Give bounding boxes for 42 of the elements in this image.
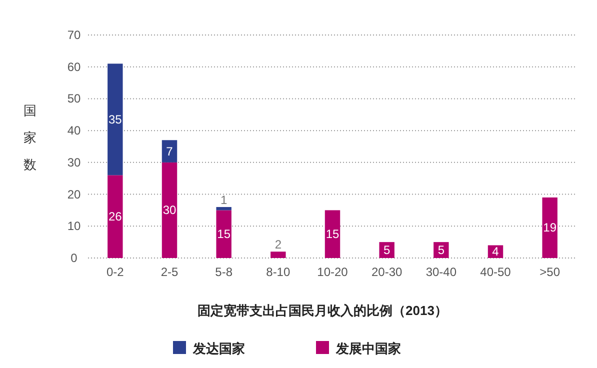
data-label: 15 xyxy=(326,227,340,242)
data-label: 5 xyxy=(383,243,390,258)
bar xyxy=(324,210,340,258)
data-label: 19 xyxy=(543,220,557,235)
bar xyxy=(216,210,232,258)
data-label: 7 xyxy=(166,144,174,158)
x-tick-label: 5-8 xyxy=(215,265,233,279)
x-tick-label: 30-40 xyxy=(426,265,457,279)
x-axis-title: 固定宽带支出占国民月收入的比例（2013） xyxy=(198,303,448,318)
x-tick-label: 40-50 xyxy=(480,265,512,279)
data-label: 4 xyxy=(492,244,500,259)
x-tick-label: 20-30 xyxy=(371,265,402,279)
y-tick-label: 0 xyxy=(70,251,78,265)
bar xyxy=(216,207,232,210)
bar xyxy=(108,64,123,176)
y-axis-title: 国家数 xyxy=(24,103,36,172)
x-tick-label: 8-10 xyxy=(266,265,290,279)
bar xyxy=(162,140,178,162)
legend-label: 发达国家 xyxy=(192,341,245,356)
y-tick-label: 60 xyxy=(67,60,81,74)
data-label: 26 xyxy=(108,210,122,224)
bar xyxy=(270,252,286,258)
data-label: 1 xyxy=(220,193,228,208)
x-tick-label: >50 xyxy=(540,265,560,279)
data-label: 30 xyxy=(162,203,176,218)
y-tick-label: 40 xyxy=(67,124,81,138)
data-label: 35 xyxy=(108,112,122,126)
x-tick-label: 2-5 xyxy=(160,265,178,279)
x-tick-label: 0-2 xyxy=(106,265,124,279)
y-tick-label: 10 xyxy=(67,219,81,234)
y-tick-label: 70 xyxy=(67,28,81,42)
bar xyxy=(162,162,178,258)
legend-label: 发展中国家 xyxy=(335,341,401,356)
y-tick-label: 30 xyxy=(67,155,81,170)
x-tick-label: 10-20 xyxy=(317,265,348,279)
data-label: 15 xyxy=(217,227,231,242)
bar xyxy=(108,175,123,258)
y-tick-label: 20 xyxy=(67,187,81,202)
y-tick-label: 50 xyxy=(67,92,81,106)
bar xyxy=(542,197,558,258)
data-label: 2 xyxy=(274,238,282,252)
data-label: 5 xyxy=(438,243,445,258)
